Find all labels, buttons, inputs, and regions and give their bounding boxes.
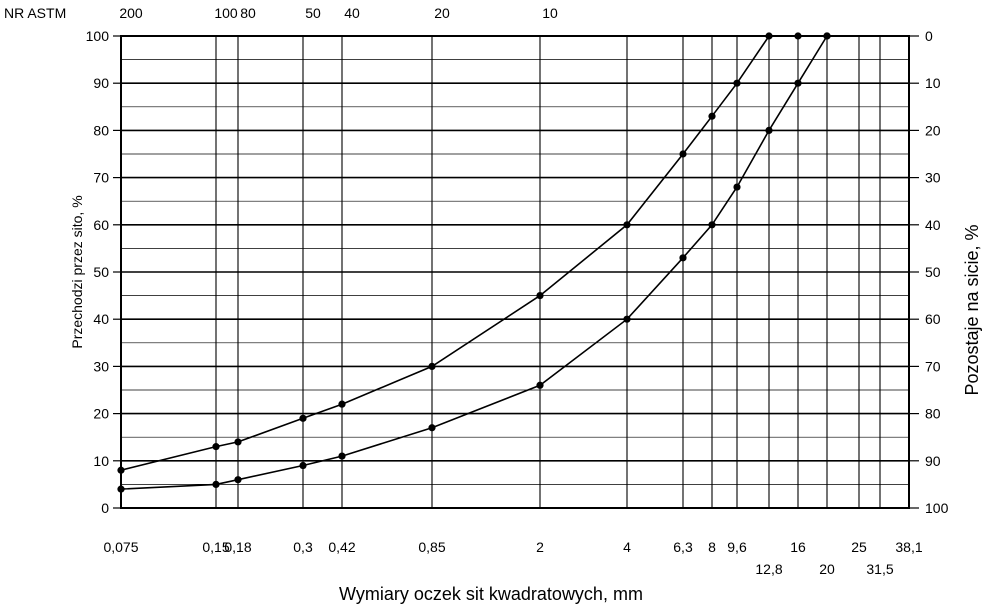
x-tick-label: 20 [819,561,835,577]
top-tick-label: 100 [214,5,238,21]
y-tick-label-left: 0 [101,500,109,516]
x-tick-label: 0,85 [418,539,445,555]
data-point [823,32,831,40]
x-tick-label: 0,15 [202,539,229,555]
data-point [299,414,307,422]
x-tick-label: 6,3 [673,539,693,555]
data-point [212,443,220,451]
y-tick-label-right: 70 [925,358,941,374]
data-point [536,381,544,389]
data-point [765,32,773,40]
y-tick-label-right: 0 [925,28,933,44]
x-tick-label: 38,1 [895,539,922,555]
data-point [708,112,716,120]
data-point [679,254,687,262]
x-tick-label: 12,8 [755,561,782,577]
y-tick-label-right: 100 [925,500,949,516]
y-tick-label-left: 80 [93,122,109,138]
y-tick-label-right: 40 [925,217,941,233]
series-line-1 [120,35,827,471]
y-tick-label-right: 30 [925,170,941,186]
data-point [234,438,242,446]
data-point [117,485,125,493]
grid [120,35,910,509]
data-point [536,292,544,300]
data-point [338,400,346,408]
top-tick-label: 40 [344,5,360,21]
x-tick-label: 0,075 [103,539,138,555]
y-tick-label-right: 80 [925,406,941,422]
y-tick-label-right: 90 [925,453,941,469]
data-point [428,362,436,370]
data-point [708,221,716,229]
y-tick-label-left: 70 [93,170,109,186]
x-tick-label: 8 [708,539,716,555]
data-point [428,424,436,432]
data-point [794,79,802,87]
series-line-2 [120,35,828,490]
y-tick-label-left: 20 [93,406,109,422]
x-axis-title: Wymiary oczek sit kwadratowych, mm [339,584,643,604]
y-tick-label-left: 10 [93,453,109,469]
y-tick-label-right: 10 [925,75,941,91]
data-point [117,466,125,474]
top-tick-label: 10 [542,5,558,21]
data-point [733,183,741,191]
y-tick-label-left: 100 [86,28,110,44]
top-tick-label: 200 [119,5,143,21]
top-tick-label: 50 [305,5,321,21]
y-tick-label-left: 40 [93,311,109,327]
x-tick-label: 0,3 [293,539,313,555]
x-tick-label: 9,6 [727,539,747,555]
data-point [338,452,346,460]
y-tick-label-left: 50 [93,264,109,280]
series-layer [117,32,831,493]
data-point [623,221,631,229]
y-tick-label-left: 30 [93,358,109,374]
x-tick-label: 16 [790,539,806,555]
x-tick-label: 0,18 [224,539,251,555]
top-tick-label: 80 [240,5,256,21]
data-point [765,126,773,134]
data-point [794,32,802,40]
data-point [299,461,307,470]
y-tick-label-right: 50 [925,264,941,280]
x-tick-label: 25 [851,539,867,555]
data-point [212,480,220,488]
y-tick-label-left: 90 [93,75,109,91]
data-point [733,79,741,87]
top-tick-label: 20 [434,5,450,21]
top-axis-title: NR ASTM [4,5,66,21]
y-axis-title-right: Pozostaje na sicie, % [962,224,982,395]
y-tick-label-right: 60 [925,311,941,327]
data-point [623,315,631,323]
y-tick-label-left: 60 [93,217,109,233]
x-tick-label: 31,5 [866,561,893,577]
y-axis-title-left: Przechodzi przez sito, % [69,195,85,348]
tick-labels: 0102030405060708090100100908070605040302… [86,5,949,577]
y-tick-label-right: 20 [925,122,941,138]
x-tick-label: 2 [536,539,544,555]
x-tick-label: 0,42 [328,539,355,555]
data-point [679,150,687,158]
data-point [234,476,242,484]
x-tick-label: 4 [623,539,631,555]
